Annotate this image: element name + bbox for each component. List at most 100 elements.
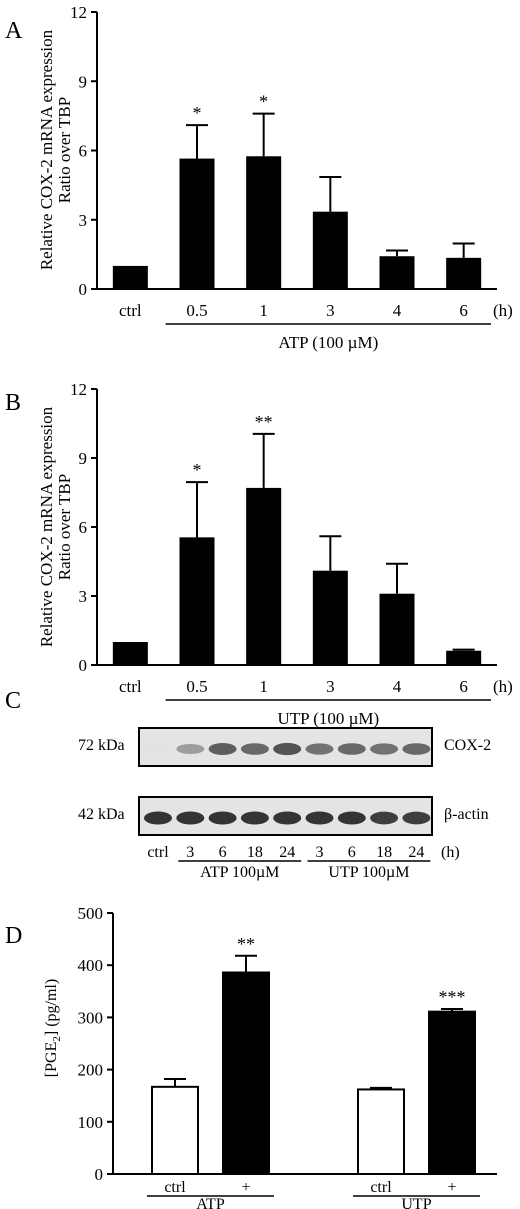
x-tick-label: 1 [259,677,268,696]
bar [312,570,348,665]
x-tick-label: + [447,1179,456,1196]
blot-band [337,811,366,825]
bar [179,158,215,289]
group-label: ATP [196,1196,225,1209]
bar [379,256,415,289]
blot-lane-label: 24 [408,844,424,861]
significance-marker: * [193,460,202,480]
blot-band [144,811,172,825]
blot-band [176,811,205,825]
panel-a-chart: Relative COX-2 mRNA expression Ratio ove… [37,3,513,352]
bar [379,593,415,665]
y-tick-label: 3 [79,211,88,230]
blot-protein-label-2: β-actin [444,806,489,823]
panel-a-ylabel2: Ratio over TBP [55,97,74,203]
x-tick-label: 1 [259,301,268,320]
group-label: ATP (100 µM) [278,333,378,352]
blot-lane-label: 18 [247,844,263,861]
bar [246,487,282,665]
y-tick-label: 6 [79,518,88,537]
y-tick-label: 6 [79,142,88,161]
x-tick-label: 3 [326,301,335,320]
blot-lane-label: 18 [376,844,392,861]
blot-mw-label-1: 72 kDa [78,737,125,754]
blot-lane-label: 6 [348,844,356,861]
y-tick-label: 9 [79,449,88,468]
x-tick-label: ctrl [119,677,142,696]
group-label: UTP [401,1196,431,1209]
panel-letter-c: C [5,688,21,714]
panel-b-chart: Relative COX-2 mRNA expression Ratio ove… [37,380,513,728]
blot-group-label: UTP 100µM [328,864,409,881]
panel-d-ylabel: [PGE2] (pg/ml) [43,979,63,1077]
panel-b-ylabel2: Ratio over TBP [55,474,74,580]
panel-b-ylabel: Relative COX-2 mRNA expression [37,406,56,647]
blot-group-label: ATP 100µM [200,864,279,881]
panel-d-chart: [PGE2] (pg/ml) 0 100 200 300 400 500 ctrl ** + ct… [43,904,497,1209]
bar [357,1088,405,1176]
x-tick-label: ctrl [164,1179,186,1196]
blot-band [370,743,399,755]
blot-band [144,744,172,754]
significance-marker: ** [237,934,255,954]
y-tick-label: 300 [78,1008,104,1027]
blot-band [337,743,366,755]
blot-lane-label: ctrl [147,844,169,861]
blot-lane-label: 24 [279,844,295,861]
x-tick-label: 0.5 [186,677,207,696]
y-tick-label: 12 [70,380,87,399]
significance-marker: * [193,103,202,123]
blot-band [402,811,431,825]
blot-lane-label: 3 [316,844,324,861]
x-tick-label: ctrl [119,301,142,320]
unit-label: (h) [493,677,513,696]
y-tick-label: 200 [78,1061,104,1080]
group-label: UTP (100 µM) [277,709,379,728]
y-tick-label: 0 [79,656,88,675]
bar [112,642,148,665]
blot-lane-label: 6 [219,844,227,861]
blot-protein-label-1: COX-2 [444,737,492,754]
blot-band [240,811,269,825]
x-tick-label: 6 [459,677,468,696]
y-tick-label: 100 [78,1113,104,1132]
y-tick-label: 0 [79,280,88,299]
blot-mw-label-2: 42 kDa [78,806,125,823]
significance-marker: * [259,92,268,112]
bar [222,971,270,1175]
x-tick-label: 3 [326,677,335,696]
unit-label: (h) [493,301,513,320]
y-tick-label: 9 [79,72,88,91]
blot-band [176,743,205,755]
y-tick-label: 400 [78,956,104,975]
blot-band [208,743,237,755]
blot-band [273,742,302,756]
bar [112,265,148,289]
panel-a-ylabel: Relative COX-2 mRNA expression [37,29,56,270]
panel-letter-d: D [5,923,22,949]
x-tick-label: 4 [393,677,402,696]
blot-band [402,743,431,755]
blot-unit-label: (h) [441,844,460,861]
bar [428,1010,476,1176]
panel-letter-a: A [5,18,23,44]
bar [446,257,482,289]
bar [151,1085,199,1176]
blot-band [305,743,334,755]
panel-c-western-blot: ctrl 3 6 18 24 3 6 18 24 (h) ATP 100µM UTP 100µM [138,727,460,881]
bar [312,211,348,289]
y-tick-label: 12 [70,3,87,22]
x-tick-label: 4 [393,301,402,320]
x-tick-label: + [241,1179,250,1196]
y-tick-label: 3 [79,587,88,606]
x-tick-label: 0.5 [186,301,207,320]
x-tick-label: 6 [459,301,468,320]
blot-band [208,811,237,825]
y-tick-label: 0 [95,1165,104,1184]
bar [179,537,215,665]
blot-lane-label: 3 [186,844,194,861]
blot-band [305,811,334,825]
significance-marker: ** [255,412,273,432]
x-tick-label: ctrl [370,1179,392,1196]
